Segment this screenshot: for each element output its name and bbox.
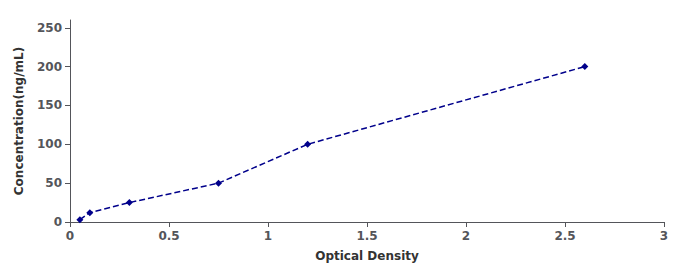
svg-text:Optical Density: Optical Density [315, 249, 419, 263]
svg-text:2: 2 [462, 229, 470, 243]
svg-text:100: 100 [37, 137, 62, 151]
svg-text:0: 0 [54, 215, 62, 229]
svg-text:200: 200 [37, 60, 62, 74]
svg-text:250: 250 [37, 21, 62, 35]
svg-text:150: 150 [37, 98, 62, 112]
svg-text:0.5: 0.5 [158, 229, 179, 243]
svg-text:1.5: 1.5 [356, 229, 377, 243]
svg-text:3: 3 [660, 229, 668, 243]
svg-text:2.5: 2.5 [554, 229, 575, 243]
svg-text:50: 50 [45, 176, 62, 190]
svg-text:0: 0 [66, 229, 74, 243]
svg-text:1: 1 [264, 229, 272, 243]
svg-text:Concentration(ng/mL): Concentration(ng/mL) [12, 47, 26, 195]
